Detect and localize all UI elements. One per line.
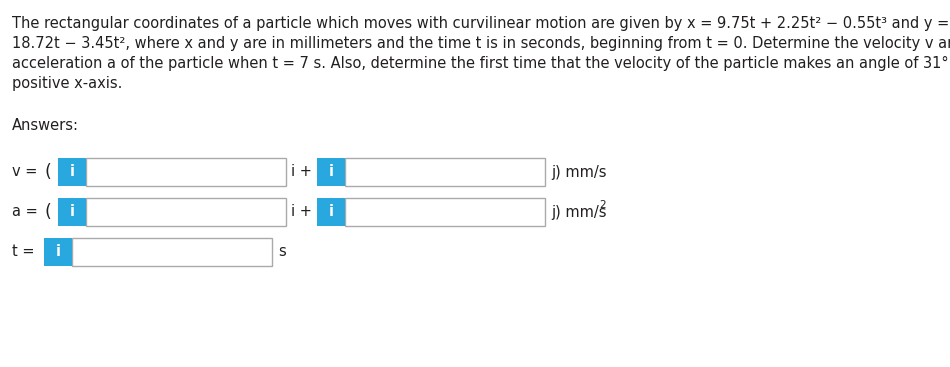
Text: t =: t =	[12, 244, 34, 259]
Text: j) mm/s: j) mm/s	[551, 164, 606, 179]
Text: positive x-axis.: positive x-axis.	[12, 76, 123, 91]
Bar	[345, 158, 545, 186]
Text: i +: i +	[291, 164, 312, 179]
Bar	[86, 158, 286, 186]
Bar	[317, 158, 345, 186]
Bar	[345, 198, 545, 226]
Text: i: i	[55, 244, 61, 259]
Text: i: i	[69, 204, 74, 219]
Bar	[44, 238, 72, 266]
Text: Answers:: Answers:	[12, 118, 79, 133]
Text: s: s	[278, 244, 286, 259]
Text: a =: a =	[12, 204, 38, 219]
Bar	[317, 198, 345, 226]
Text: 18.72t − 3.45t², where x and y are in millimeters and the time t is in seconds, : 18.72t − 3.45t², where x and y are in mi…	[12, 36, 950, 51]
Text: i: i	[329, 204, 333, 219]
Text: i +: i +	[291, 204, 312, 219]
Text: i: i	[69, 164, 74, 179]
Text: The rectangular coordinates of a particle which moves with curvilinear motion ar: The rectangular coordinates of a particl…	[12, 16, 950, 31]
Text: 2: 2	[599, 200, 606, 210]
Text: v =: v =	[12, 164, 37, 179]
Bar	[58, 198, 86, 226]
Text: j) mm/s: j) mm/s	[551, 204, 606, 219]
Bar	[72, 238, 272, 266]
Text: (: (	[44, 163, 50, 181]
Bar	[86, 198, 286, 226]
Bar	[58, 158, 86, 186]
Text: (: (	[44, 203, 50, 221]
Text: acceleration a of the particle when t = 7 s. Also, determine the first time that: acceleration a of the particle when t = …	[12, 56, 950, 71]
Text: i: i	[329, 164, 333, 179]
